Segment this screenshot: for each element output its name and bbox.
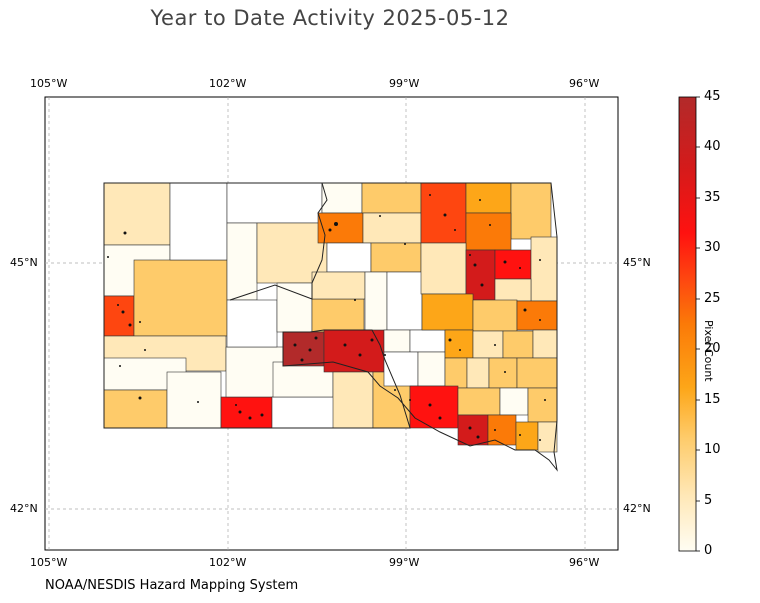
county-shannon[interactable] — [166, 371, 222, 429]
county-campbell-west[interactable] — [317, 212, 364, 244]
county-bon-homme[interactable] — [457, 414, 489, 446]
lon-label-bottom-96: 96°W — [569, 556, 600, 569]
county-corson-east[interactable] — [321, 182, 363, 214]
county-kingsbury[interactable] — [472, 299, 518, 332]
county-hyde[interactable] — [386, 271, 423, 331]
county-campbell[interactable] — [361, 182, 422, 214]
county-clark[interactable] — [465, 249, 496, 301]
colorbar-tick-35: 35 — [704, 190, 721, 205]
lon-label-top-96: 96°W — [569, 77, 600, 90]
county-stanley-west[interactable] — [276, 282, 313, 333]
colorbar — [678, 96, 697, 552]
county-codington[interactable] — [494, 249, 532, 280]
county-faulk[interactable] — [420, 242, 467, 295]
county-mccook[interactable] — [488, 357, 518, 389]
county-buffalo[interactable] — [383, 329, 411, 353]
county-bennett[interactable] — [220, 396, 273, 429]
county-mellette[interactable] — [272, 361, 334, 398]
colorbar-tick-15: 15 — [704, 392, 721, 407]
lat-label-left-42: 42°N — [10, 502, 38, 515]
county-hutchinson[interactable] — [457, 387, 501, 416]
county-davison[interactable] — [444, 357, 468, 389]
colorbar-tick-5: 5 — [704, 493, 713, 508]
county-hanson[interactable] — [466, 357, 490, 389]
county-meade[interactable] — [133, 259, 228, 337]
lon-label-bottom-105: 105°W — [30, 556, 68, 569]
county-grant[interactable] — [530, 236, 558, 302]
county-haakon[interactable] — [226, 299, 278, 348]
county-roberts[interactable] — [510, 182, 552, 240]
county-union[interactable] — [537, 421, 558, 453]
lon-label-bottom-102: 102°W — [209, 556, 247, 569]
map-title: Year to Date Activity 2025-05-12 — [150, 6, 510, 30]
county-tripp[interactable] — [332, 371, 374, 429]
county-aurora[interactable] — [417, 351, 446, 387]
colorbar-tick-0: 0 — [704, 543, 713, 558]
county-potter[interactable] — [326, 242, 372, 273]
county-miner[interactable] — [472, 330, 504, 359]
county-day[interactable] — [465, 212, 512, 251]
lat-label-right-45: 45°N — [623, 256, 651, 269]
county-stanley[interactable] — [311, 298, 365, 333]
lon-label-top-99: 99°W — [389, 77, 420, 90]
county-hamlin[interactable] — [494, 278, 532, 302]
colorbar-tick-45: 45 — [704, 89, 721, 104]
county-beadle[interactable] — [421, 293, 474, 331]
county-brookings[interactable] — [516, 300, 558, 331]
lat-label-left-45: 45°N — [10, 256, 38, 269]
county-lyman[interactable] — [323, 329, 385, 373]
colorbar-ticks — [696, 96, 700, 552]
county-charles-mix[interactable] — [409, 385, 459, 429]
colorbar-label: Pixel Count — [702, 320, 715, 382]
colorbar-tick-40: 40 — [704, 139, 721, 154]
county-layer — [103, 182, 558, 453]
county-jones[interactable] — [282, 331, 325, 367]
county-sully[interactable] — [311, 271, 366, 300]
county-minnehaha[interactable] — [516, 357, 558, 389]
county-walworth[interactable] — [362, 212, 422, 244]
county-clay[interactable] — [515, 421, 539, 451]
colorbar-tick-20: 20 — [704, 341, 721, 356]
county-harding[interactable] — [103, 182, 171, 246]
county-edmunds[interactable] — [370, 242, 422, 273]
colorbar-tick-25: 25 — [704, 291, 721, 306]
lon-label-bottom-99: 99°W — [389, 556, 420, 569]
lat-label-right-42: 42°N — [623, 502, 651, 515]
county-moody[interactable] — [532, 329, 558, 359]
county-lawrence[interactable] — [103, 295, 135, 337]
source-credit: NOAA/NESDIS Hazard Mapping System — [45, 578, 299, 593]
county-hughes[interactable] — [364, 271, 388, 331]
state-boundary — [103, 182, 558, 472]
detection-points — [107, 194, 546, 441]
county-perkins[interactable] — [226, 182, 323, 224]
county-sanborn[interactable] — [444, 329, 474, 359]
county-fall-river[interactable] — [103, 389, 168, 429]
county-jerauld[interactable] — [409, 329, 446, 353]
county-ziebach-west[interactable] — [226, 222, 258, 301]
lon-label-top-102: 102°W — [209, 77, 247, 90]
county-lake[interactable] — [502, 330, 534, 359]
county-mcpherson[interactable] — [420, 182, 467, 244]
colorbar-tick-30: 30 — [704, 240, 721, 255]
colorbar-tick-10: 10 — [704, 442, 721, 457]
county-brule[interactable] — [383, 351, 419, 387]
lon-label-top-105: 105°W — [30, 77, 68, 90]
county-perkins-west[interactable] — [169, 182, 228, 261]
county-turner[interactable] — [499, 387, 529, 416]
county-todd[interactable] — [271, 396, 335, 429]
county-lincoln[interactable] — [527, 387, 558, 423]
county-marshall-west[interactable] — [465, 182, 512, 214]
